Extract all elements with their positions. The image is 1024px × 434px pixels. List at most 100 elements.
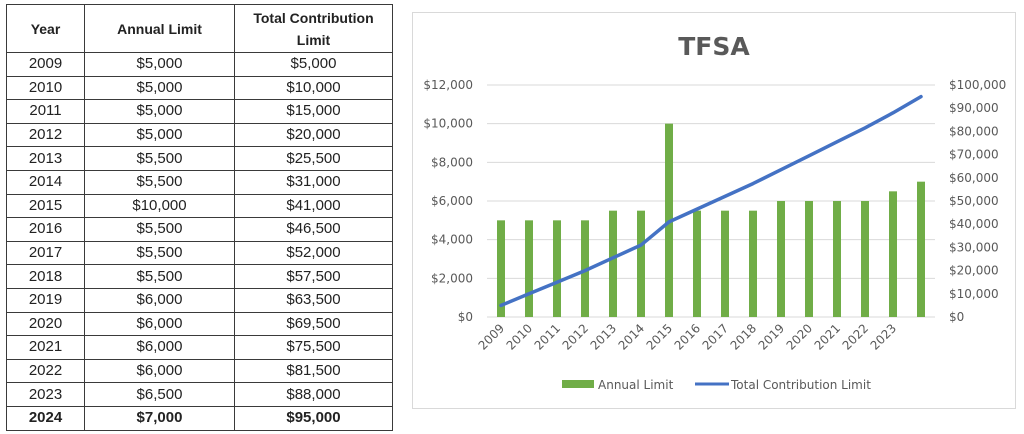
line-series-total-contribution-limit (499, 94, 923, 308)
cell-total-contribution-limit: $95,000 (234, 405, 393, 431)
x-tick-label: 2017 (700, 321, 731, 352)
bar-2021 (833, 201, 841, 317)
cell-annual-limit: $5,500 (84, 240, 235, 266)
cell-total-contribution-limit: $69,500 (234, 311, 393, 337)
header-total-contribution-limit: Total Contribution Limit (234, 4, 393, 53)
primary-y-tick-label: $8,000 (431, 155, 473, 169)
cell-total-contribution-limit: $81,500 (234, 358, 393, 384)
table-row: 2020 $6,000 $69,500 (6, 311, 393, 337)
cell-total-contribution-limit: $20,000 (234, 122, 393, 148)
cell-year: 2015 (6, 193, 85, 219)
secondary-y-tick-label: $20,000 (949, 264, 999, 278)
table-header-row: Year Annual Limit Total Contribution Lim… (6, 4, 393, 53)
primary-y-tick-label: $4,000 (431, 233, 473, 247)
legend-label-total-contribution-limit: Total Contribution Limit (730, 378, 871, 392)
cell-year: 2010 (6, 75, 85, 101)
x-tick-label: 2018 (728, 321, 759, 352)
x-tick-label: 2020 (784, 321, 815, 352)
x-tick-label: 2019 (756, 321, 787, 352)
bar-2018 (749, 210, 757, 317)
table-row: 2014 $5,500 $31,000 (6, 169, 393, 195)
cell-total-contribution-limit: $15,000 (234, 99, 393, 124)
bar-2022 (861, 201, 869, 317)
cell-year: 2022 (6, 358, 85, 384)
cell-total-contribution-limit: $46,500 (234, 217, 393, 242)
cell-annual-limit: $5,000 (84, 75, 235, 101)
bar-2014 (637, 210, 645, 317)
table-row: 2010 $5,000 $10,000 (6, 75, 393, 101)
table-row: 2024 $7,000 $95,000 (6, 405, 393, 431)
table-row: 2009 $5,000 $5,000 (6, 52, 393, 77)
bar-2013 (609, 210, 617, 317)
bar-2012 (581, 220, 589, 317)
cell-annual-limit: $5,500 (84, 217, 235, 242)
primary-y-tick-label: $2,000 (431, 271, 473, 285)
legend-swatch-annual-limit (562, 380, 594, 388)
cell-total-contribution-limit: $41,000 (234, 193, 393, 219)
cell-year: 2023 (6, 382, 85, 407)
cell-total-contribution-limit: $75,500 (234, 335, 393, 360)
x-tick-label: 2012 (560, 321, 591, 352)
table-row: 2017 $5,500 $52,000 (6, 240, 393, 266)
cell-total-contribution-limit: $5,000 (234, 52, 393, 77)
cell-total-contribution-limit: $10,000 (234, 75, 393, 101)
table-row: 2016 $5,500 $46,500 (6, 217, 393, 242)
table-row: 2015 $10,000 $41,000 (6, 193, 393, 219)
table-row: 2018 $5,500 $57,500 (6, 264, 393, 289)
secondary-y-axis: $0 $10,000 $20,000 $30,000 $40,000 $50,000 $60… (949, 78, 1006, 324)
cell-annual-limit: $6,500 (84, 382, 235, 407)
tfsa-limits-table: Year Annual Limit Total Contribution Lim… (6, 4, 393, 431)
cell-year: 2018 (6, 264, 85, 289)
cell-total-contribution-limit: $57,500 (234, 264, 393, 289)
x-tick-label: 2015 (644, 321, 675, 352)
cell-annual-limit: $6,000 (84, 311, 235, 337)
bar-2010 (525, 220, 533, 317)
line-total-contribution-limit (499, 94, 923, 308)
primary-y-tick-label: $12,000 (423, 78, 473, 92)
secondary-y-tick-label: $30,000 (949, 240, 999, 254)
x-tick-label: 2021 (812, 321, 843, 352)
chart-legend: Annual Limit Total Contribution Limit (562, 378, 871, 392)
secondary-y-tick-label: $70,000 (949, 148, 999, 162)
cell-year: 2014 (6, 169, 85, 195)
table-row: 2021 $6,000 $75,500 (6, 335, 393, 360)
chart-title: TFSA (678, 32, 750, 61)
x-tick-label: 2013 (588, 321, 619, 352)
cell-annual-limit: $6,000 (84, 358, 235, 384)
cell-total-contribution-limit: $63,500 (234, 287, 393, 313)
cell-year: 2024 (6, 405, 85, 431)
cell-total-contribution-limit: $88,000 (234, 382, 393, 407)
header-annual-limit: Annual Limit (84, 4, 235, 53)
primary-y-axis: $0 $2,000 $4,000 $6,000 $8,000 $10,000 $12,000 (423, 78, 473, 324)
cell-annual-limit: $5,500 (84, 169, 235, 195)
chart-canvas: TFSA $0 $2,000 $4,000 $6,000 $8,000 $10,000 $1… (423, 32, 1006, 392)
cell-year: 2012 (6, 122, 85, 148)
cell-annual-limit: $5,500 (84, 264, 235, 289)
primary-y-tick-label: $6,000 (431, 194, 473, 208)
bar-2024 (917, 181, 925, 317)
table-row: 2011 $5,000 $15,000 (6, 99, 393, 124)
x-tick-label: 2014 (616, 321, 647, 352)
secondary-y-tick-label: $0 (949, 310, 964, 324)
tfsa-chart: TFSA $0 $2,000 $4,000 $6,000 $8,000 $10,000 $1… (412, 12, 1016, 409)
secondary-y-tick-label: $50,000 (949, 194, 999, 208)
bar-2017 (721, 210, 729, 317)
secondary-y-tick-label: $10,000 (949, 287, 999, 301)
x-axis: 2009201020112012201320142015201620172018… (476, 321, 899, 352)
x-tick-label: 2010 (504, 321, 535, 352)
x-tick-label: 2016 (672, 321, 703, 352)
bar-2011 (553, 220, 561, 317)
cell-annual-limit: $5,000 (84, 122, 235, 148)
cell-annual-limit: $5,000 (84, 52, 235, 77)
cell-year: 2009 (6, 52, 85, 77)
bar-2016 (693, 210, 701, 317)
cell-annual-limit: $7,000 (84, 405, 235, 431)
gridlines (487, 84, 935, 318)
secondary-y-tick-label: $100,000 (949, 78, 1006, 92)
bar-2019 (777, 201, 785, 317)
bar-series-annual-limit (497, 123, 925, 318)
bar-2020 (805, 201, 813, 317)
cell-year: 2019 (6, 287, 85, 313)
table-row: 2023 $6,500 $88,000 (6, 382, 393, 407)
cell-annual-limit: $6,000 (84, 335, 235, 360)
